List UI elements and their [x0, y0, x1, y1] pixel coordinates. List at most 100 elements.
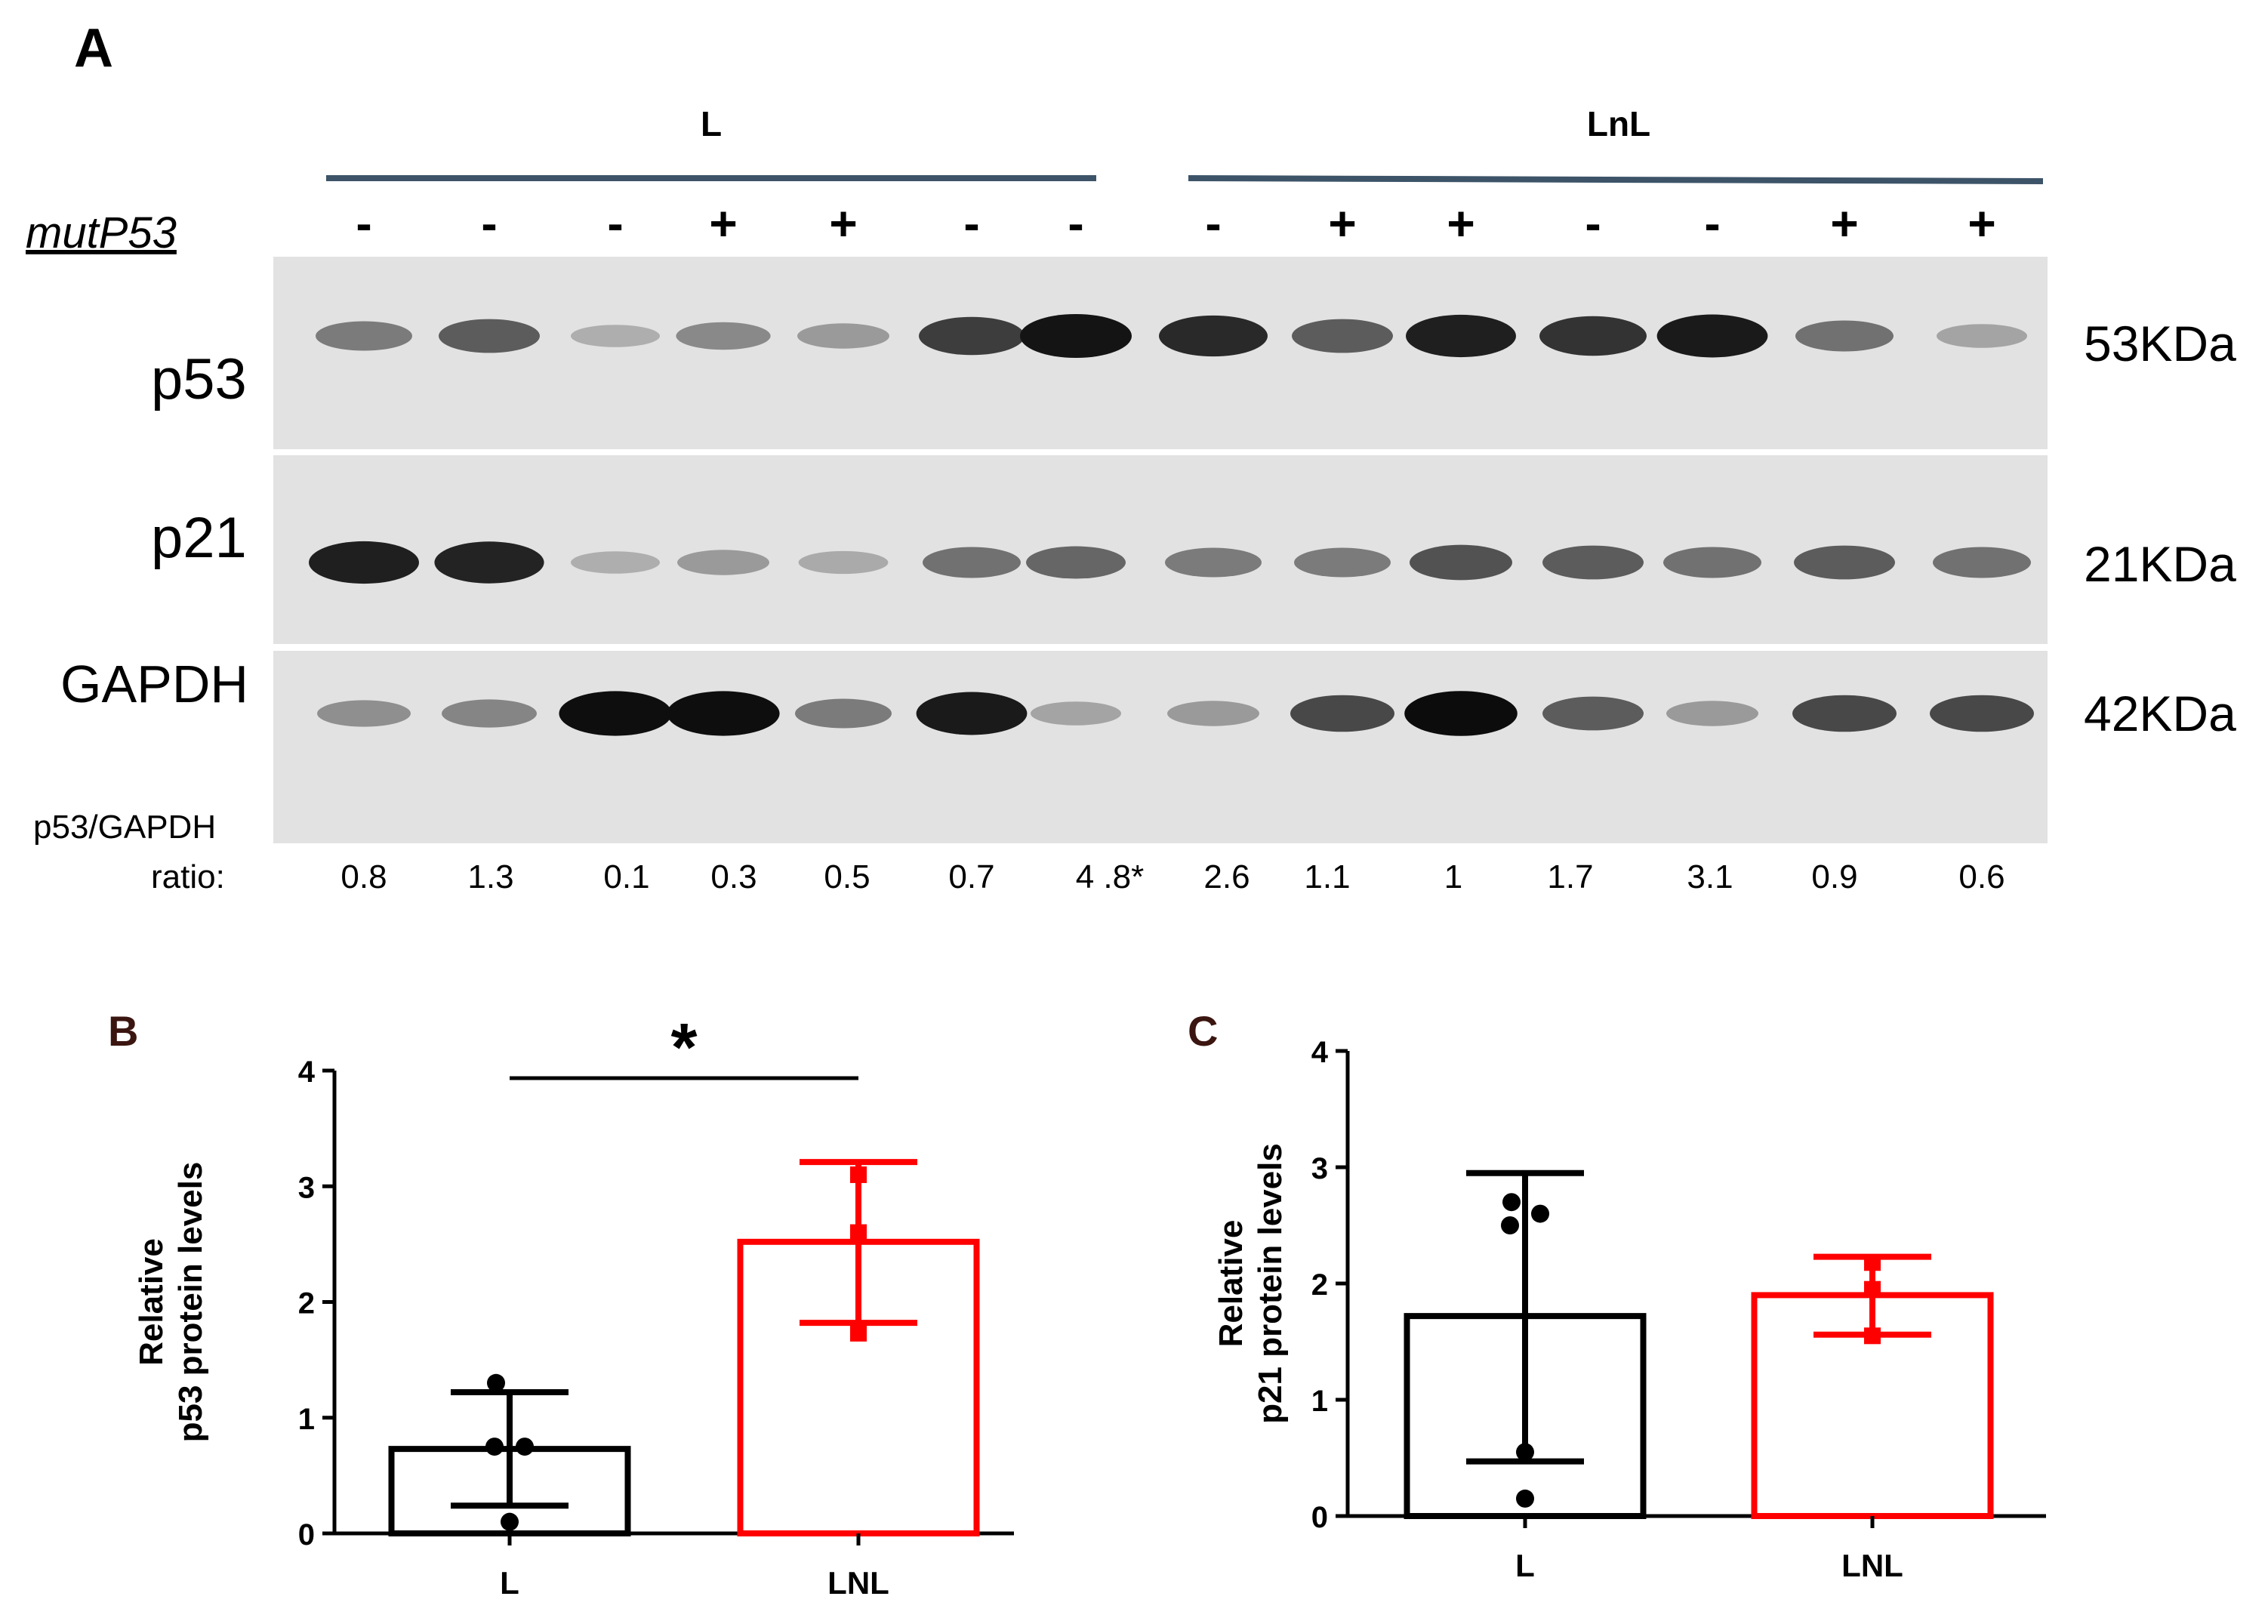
- blot-p21: p21 21KDa: [151, 455, 2236, 644]
- data-point: [1864, 1280, 1881, 1298]
- data-point: [501, 1512, 519, 1531]
- significance-star: *: [670, 1010, 697, 1086]
- blot-membrane: [273, 455, 2048, 644]
- ratio-label-line2: ratio:: [151, 858, 225, 895]
- mutp53-label: mutP53: [26, 208, 177, 257]
- band-gapdh-lane-1: [317, 700, 411, 727]
- band-gapdh-lane-7: [1031, 701, 1121, 726]
- band-p53-lane-14: [1937, 324, 2027, 348]
- mutp53-sign-lane-13: +: [1830, 196, 1858, 251]
- band-gapdh-lane-10: [1404, 691, 1518, 736]
- blot-membrane: [273, 257, 2048, 449]
- panel-a-label: A: [74, 18, 113, 79]
- y-axis-label-line1: Relative: [1213, 1220, 1250, 1348]
- mutp53-sign-lane-3: -: [607, 196, 623, 251]
- band-p53-lane-8: [1159, 315, 1268, 357]
- mutp53-sign-lane-14: +: [1968, 196, 1995, 251]
- band-p53-lane-9: [1292, 319, 1393, 353]
- mutp53-sign-lane-12: -: [1704, 196, 1720, 251]
- y-tick-label: 3: [298, 1171, 315, 1204]
- band-gapdh-lane-3: [559, 691, 672, 736]
- mutp53-sign-lane-2: -: [481, 196, 497, 251]
- ratio-values: 0.8 1.3 0.1 0.3 0.5 0.7 4 .8* 2.6 1.1 1 1.7 3.1 0.9 0…: [341, 858, 2005, 895]
- data-point: [516, 1438, 534, 1456]
- bar-group-lnl: LNL: [1751, 1253, 1994, 1583]
- blot-label-gapdh: GAPDH: [60, 655, 248, 713]
- y-axis-label-line1: Relative: [133, 1238, 170, 1366]
- panel-label-b: B: [108, 1007, 138, 1055]
- mutp53-sign-lane-10: +: [1447, 196, 1475, 251]
- band-p21-lane-7: [1026, 546, 1126, 579]
- band-gapdh-lane-9: [1290, 695, 1394, 732]
- ratio-value-lane-3: 0.1: [603, 858, 649, 895]
- band-p21-lane-1: [309, 541, 419, 584]
- mutp53-signs: - - - + + - - - + + - - + +: [356, 196, 1995, 251]
- data-point: [1531, 1204, 1549, 1223]
- ratio-value-lane-4: 0.3: [710, 858, 757, 895]
- ratio-value-lane-10: 1: [1444, 858, 1462, 895]
- bar-group-lnl: LNL: [737, 1159, 980, 1601]
- data-point: [850, 1224, 867, 1241]
- ratio-value-lane-13: 0.9: [1811, 858, 1857, 895]
- band-p53-lane-5: [797, 323, 889, 349]
- ratio-value-lane-12: 3.1: [1687, 858, 1733, 895]
- panel-label-c: C: [1188, 1007, 1218, 1055]
- band-p53-lane-4: [676, 322, 771, 350]
- blot-membrane: [273, 651, 2048, 843]
- band-p21-lane-2: [434, 541, 544, 584]
- panel-b-chart: B 0 1 2 3 4 Relative p53 protein levels L LNL *: [108, 1007, 1014, 1601]
- y-axis-label-line2: p21 protein levels: [1252, 1143, 1289, 1424]
- mutp53-sign-lane-11: -: [1585, 196, 1601, 251]
- ratio-value-lane-14: 0.6: [1958, 858, 2005, 895]
- blot-label-p53: p53: [151, 347, 247, 411]
- x-tick-label-lnl: LNL: [1841, 1548, 1903, 1583]
- group-label-l: L: [701, 104, 722, 143]
- band-p21-lane-13: [1794, 545, 1895, 580]
- data-point: [1864, 1327, 1881, 1345]
- band-p53-lane-13: [1795, 320, 1894, 352]
- y-axis-label-line2: p53 protein levels: [172, 1162, 209, 1443]
- band-p21-lane-8: [1165, 547, 1262, 578]
- band-gapdh-lane-6: [916, 692, 1028, 735]
- data-point: [485, 1438, 504, 1456]
- mutp53-sign-lane-9: +: [1328, 196, 1356, 251]
- band-p53-lane-12: [1656, 314, 1768, 358]
- band-gapdh-lane-11: [1542, 696, 1644, 731]
- band-gapdh-lane-12: [1666, 701, 1758, 726]
- data-point: [1502, 1193, 1521, 1212]
- group-label-lnl: LnL: [1587, 104, 1650, 143]
- ratio-value-lane-2: 1.3: [467, 858, 513, 895]
- mutp53-sign-lane-4: +: [709, 196, 737, 251]
- band-p53-lane-10: [1406, 314, 1516, 358]
- y-tick-label: 1: [298, 1403, 315, 1436]
- bar-group-l: L: [1404, 1169, 1647, 1583]
- band-p21-lane-10: [1410, 544, 1512, 581]
- band-gapdh-lane-2: [442, 699, 537, 728]
- panel-a: A L LnL mutP53 - - - + + - - - + + - - + + p53 53KDa p2…: [26, 18, 2236, 895]
- bar-group-l: L: [388, 1373, 631, 1601]
- band-p21-lane-9: [1294, 547, 1391, 578]
- ratio-label-line1: p53/GAPDH: [33, 809, 216, 846]
- mutp53-sign-lane-8: -: [1205, 196, 1221, 251]
- band-p53-lane-3: [571, 325, 660, 347]
- ratio-value-lane-7: 4 .8*: [1076, 858, 1145, 895]
- x-tick-label-lnl: LNL: [827, 1565, 889, 1601]
- band-p21-lane-3: [571, 551, 660, 574]
- mutp53-sign-lane-5: +: [829, 196, 857, 251]
- data-point: [487, 1373, 505, 1392]
- band-p21-lane-6: [923, 547, 1021, 578]
- ratio-value-lane-6: 0.7: [948, 858, 994, 895]
- blot-gapdh: GAPDH 42KDa: [60, 651, 2236, 843]
- y-tick-label: 1: [1311, 1385, 1328, 1418]
- kda-label-gapdh: 42KDa: [2084, 686, 2236, 741]
- x-tick-label-l: L: [1515, 1548, 1535, 1583]
- ratio-value-lane-9: 1.1: [1304, 858, 1350, 895]
- band-p21-lane-11: [1542, 545, 1644, 580]
- data-point: [850, 1166, 867, 1183]
- ratio-value-lane-8: 2.6: [1203, 858, 1250, 895]
- band-p53-lane-11: [1539, 316, 1647, 356]
- data-point: [1501, 1216, 1519, 1234]
- y-tick-label: 2: [1311, 1268, 1328, 1302]
- western-blots: p53 53KDa p21 21KDa GAPDH 42KDa: [60, 257, 2236, 843]
